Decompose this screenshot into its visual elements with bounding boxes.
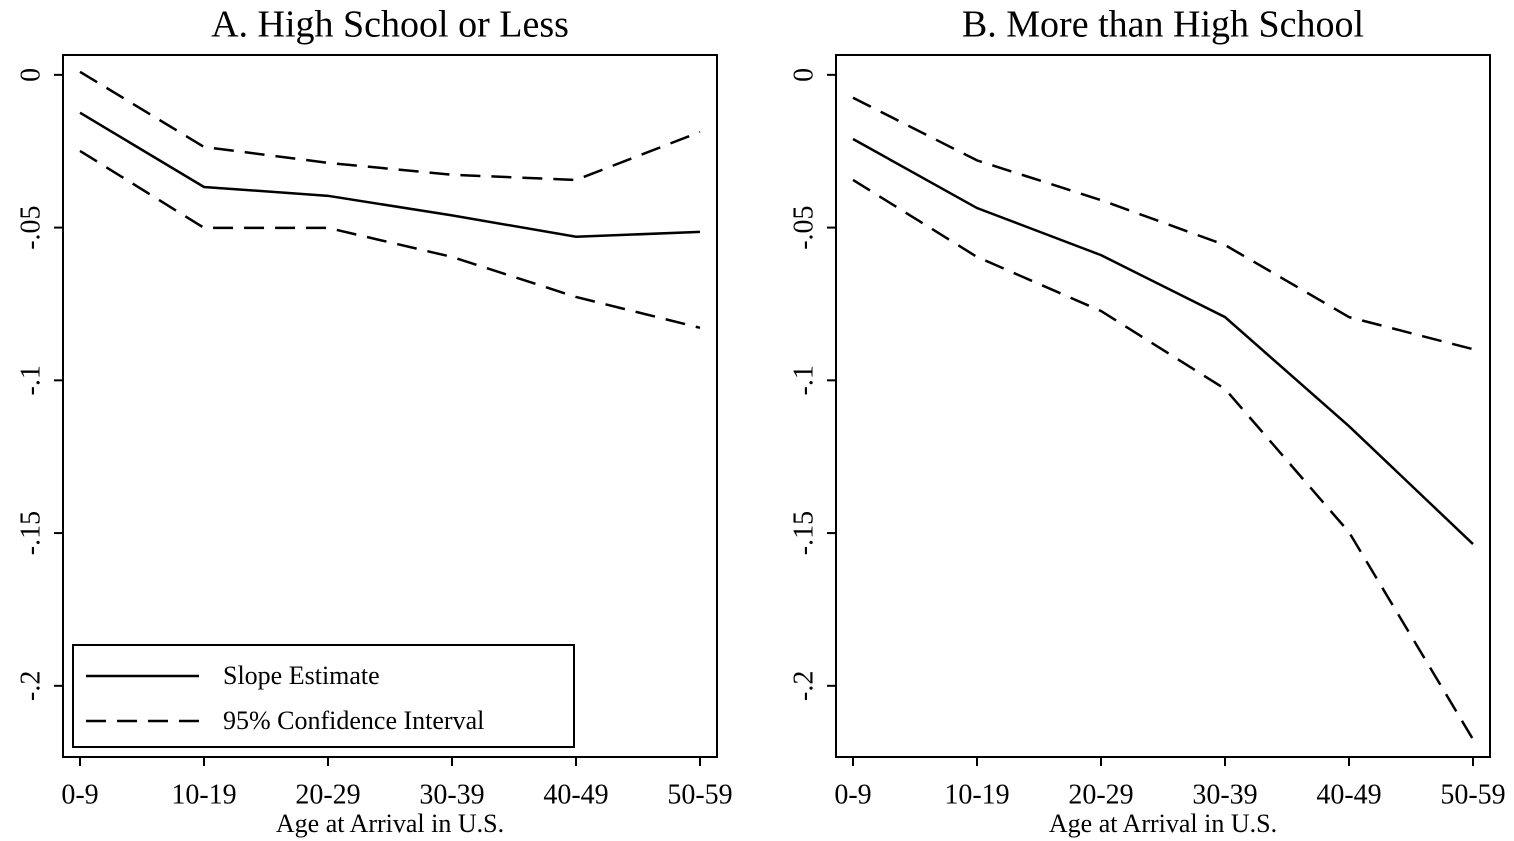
x-tick-label: 10-19 bbox=[171, 779, 236, 810]
y-tick-label: -.15 bbox=[15, 511, 46, 555]
plot-frame bbox=[62, 54, 718, 758]
y-tick-label: -.15 bbox=[788, 511, 819, 555]
y-tick-label: -.2 bbox=[15, 671, 46, 701]
x-tick-label: 40-49 bbox=[1316, 779, 1381, 810]
x-tick-label: 0-9 bbox=[834, 779, 871, 810]
plot-frame bbox=[835, 54, 1491, 758]
estimate-line bbox=[852, 137, 1474, 545]
x-tick-label: 50-59 bbox=[1440, 779, 1505, 810]
x-tick-label: 50-59 bbox=[667, 779, 732, 810]
legend-box bbox=[72, 644, 575, 748]
estimate-line bbox=[79, 111, 701, 239]
y-tick-label: -.1 bbox=[15, 365, 46, 395]
y-tick-label: 0 bbox=[15, 68, 46, 82]
y-tick-label: -.2 bbox=[788, 671, 819, 701]
panel-title: B. More than High School bbox=[962, 4, 1364, 46]
ci-line bbox=[852, 96, 1474, 351]
legend-label: Slope Estimate bbox=[223, 661, 380, 690]
x-tick-label: 40-49 bbox=[543, 779, 608, 810]
x-tick-label: 30-39 bbox=[419, 779, 484, 810]
x-axis-label: Age at Arrival in U.S. bbox=[1049, 809, 1277, 838]
x-tick-label: 10-19 bbox=[944, 779, 1009, 810]
y-tick-label: -.05 bbox=[788, 205, 819, 249]
y-tick-label: -.05 bbox=[15, 205, 46, 249]
y-tick-label: -.1 bbox=[788, 365, 819, 395]
x-tick-label: 30-39 bbox=[1192, 779, 1257, 810]
legend-label: 95% Confidence Interval bbox=[223, 706, 484, 735]
x-tick-label: 20-29 bbox=[295, 779, 360, 810]
x-axis-label: Age at Arrival in U.S. bbox=[276, 809, 504, 838]
ci-line bbox=[852, 178, 1475, 740]
x-tick-label: 0-9 bbox=[61, 779, 98, 810]
x-tick-label: 20-29 bbox=[1068, 779, 1133, 810]
y-tick-label: 0 bbox=[788, 68, 819, 82]
ci-line bbox=[79, 149, 701, 330]
ci-line bbox=[79, 70, 701, 182]
panel-title: A. High School or Less bbox=[211, 4, 569, 46]
